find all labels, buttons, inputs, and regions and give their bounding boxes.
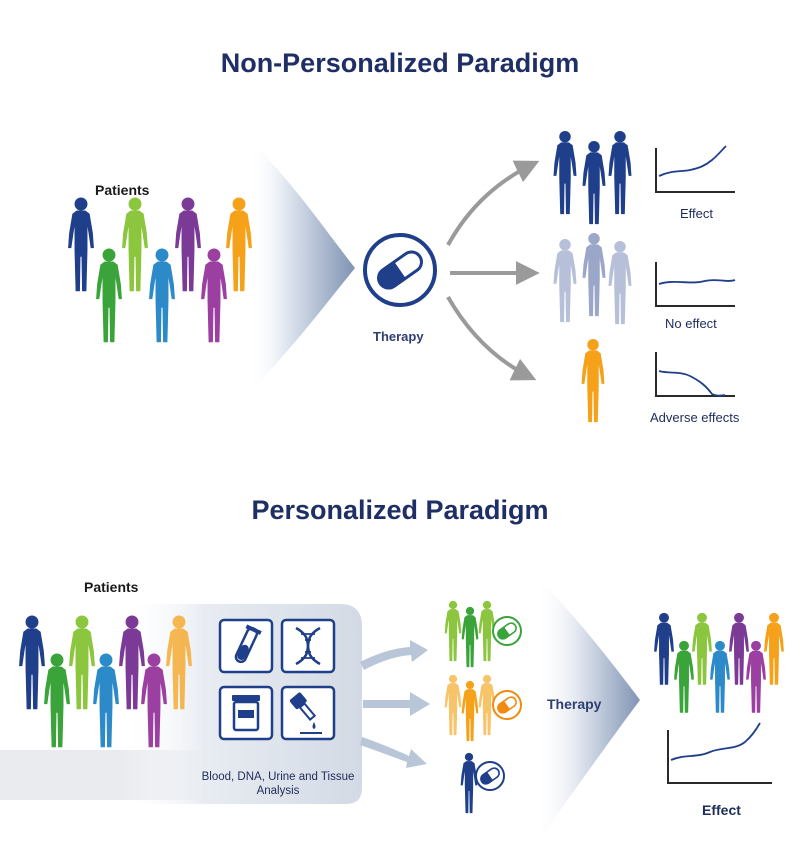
effect-label: Effect xyxy=(680,206,714,221)
analysis-label: Blood, DNA, Urine and Tissue Analysis xyxy=(201,771,355,797)
therapy-label-top: Therapy xyxy=(373,329,424,344)
patients-group-top xyxy=(68,197,252,343)
urine-cup-icon xyxy=(218,685,274,741)
no-effect-chart xyxy=(655,262,736,307)
flow-funnel-bottom xyxy=(535,575,640,845)
dna-icon xyxy=(280,618,336,674)
adverse-effects-chart xyxy=(655,352,735,397)
result-patients xyxy=(654,612,784,713)
patients-label-bottom: Patients xyxy=(84,579,139,595)
bottom-title: Personalized Paradigm xyxy=(251,495,549,525)
group-green xyxy=(444,600,522,668)
dropper-icon xyxy=(280,685,336,741)
patients-label-top: Patients xyxy=(95,182,150,198)
flow-funnel-top xyxy=(250,140,355,392)
top-title: Non-Personalized Paradigm xyxy=(220,48,580,78)
result-effect-chart xyxy=(667,722,772,784)
pill-icon-top xyxy=(363,233,437,307)
group-orange xyxy=(444,674,522,742)
test-tube-icon xyxy=(218,618,274,674)
outcome-arrows-top xyxy=(446,160,540,381)
adverse-patient xyxy=(581,338,605,423)
result-effect-label: Effect xyxy=(702,802,741,818)
stratify-arrows xyxy=(360,640,430,768)
adverse-effects-label: Adverse effects xyxy=(650,410,740,425)
effect-patients xyxy=(553,130,632,225)
no-effect-label: No effect xyxy=(665,316,717,331)
group-navy xyxy=(460,752,505,814)
no-effect-patients xyxy=(553,232,632,325)
therapy-label-bottom: Therapy xyxy=(547,696,602,712)
effect-chart xyxy=(655,145,735,193)
